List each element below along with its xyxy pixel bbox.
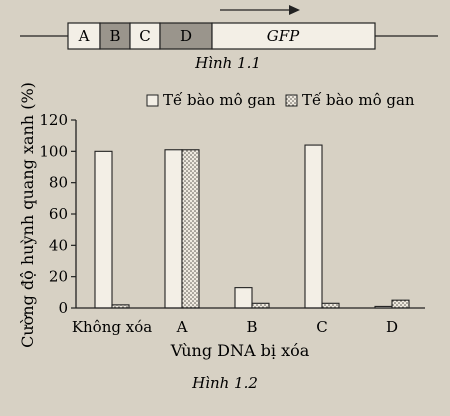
legend-swatch-white — [146, 94, 159, 107]
bar-dotted — [321, 302, 340, 309]
gene-construct: A B C D GFP Hình 1.1 — [20, 5, 438, 72]
bar-white — [304, 144, 323, 309]
bar-white — [94, 150, 113, 309]
segment-gfp-box — [211, 22, 376, 50]
segment-c-box — [129, 22, 161, 50]
y-tick-label: 60 — [49, 205, 68, 223]
y-tick-label: 0 — [58, 299, 68, 317]
y-tick-label: 80 — [49, 174, 68, 192]
legend-label-dotted: Tế bào mô gan — [302, 91, 415, 109]
transcription-arrow-icon — [289, 5, 300, 15]
segment-a-label: A — [78, 27, 90, 45]
y-tick-label: 40 — [49, 236, 68, 254]
y-axis-label: Cường độ huỳnh quang xanh (%) — [18, 82, 37, 348]
y-tick-label: 100 — [39, 142, 68, 160]
y-tick-label: 120 — [39, 111, 68, 129]
bar-dotted — [391, 299, 410, 309]
bar-dotted — [181, 149, 200, 309]
bar-dotted — [251, 302, 270, 309]
y-tick-label: 20 — [49, 268, 68, 286]
segment-c-label: C — [139, 27, 150, 45]
x-tick-label: B — [246, 318, 257, 336]
x-tick-label: Không xóa — [72, 318, 152, 336]
x-ticks-group: Không xóa A B C D — [72, 318, 398, 336]
legend-swatch-dotted — [285, 94, 298, 107]
bar-chart: 0 20 40 60 80 100 120 Không xóa A B C D Cường độ h… — [18, 82, 425, 392]
bar-white — [164, 149, 183, 309]
x-tick-label: C — [316, 318, 327, 336]
bar-white — [234, 287, 253, 309]
segment-d-box — [159, 22, 213, 50]
figure2-caption: Hình 1.2 — [191, 374, 258, 392]
legend: Tế bào mô gan Tế bào mô gan — [146, 91, 415, 109]
figure1-caption: Hình 1.1 — [194, 54, 261, 72]
bars-group — [94, 144, 410, 309]
legend-label-white: Tế bào mô gan — [163, 91, 276, 109]
x-tick-label: A — [176, 318, 188, 336]
segment-gfp-label: GFP — [267, 27, 300, 45]
segment-d-label: D — [180, 27, 192, 45]
segment-b-label: B — [109, 27, 120, 45]
y-ticks-group: 0 20 40 60 80 100 120 — [39, 111, 76, 317]
x-axis-label: Vùng DNA bị xóa — [170, 341, 310, 360]
x-tick-label: D — [386, 318, 398, 336]
